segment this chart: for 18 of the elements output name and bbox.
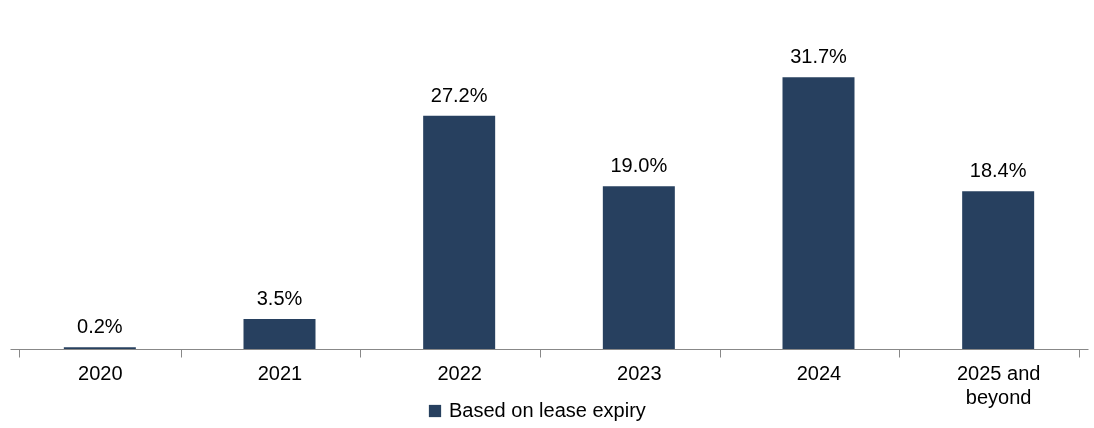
x-tick-label: 2020 xyxy=(78,361,123,384)
data-label: 27.2% xyxy=(430,83,488,106)
x-tick-label: 2022 xyxy=(437,361,482,384)
legend-label: Based on lease expiry xyxy=(449,399,646,421)
bar xyxy=(423,115,496,349)
data-label: 18.4% xyxy=(969,159,1027,182)
data-label: 0.2% xyxy=(77,315,123,338)
x-tick-label: 2021 xyxy=(257,361,303,384)
bar xyxy=(602,186,675,349)
bar xyxy=(243,319,316,349)
x-tick-label: 2023 xyxy=(617,361,662,384)
bar xyxy=(782,77,855,349)
data-label: 31.7% xyxy=(790,45,848,68)
bar xyxy=(962,191,1035,349)
x-tick-label: 2025 and beyond xyxy=(956,361,1041,408)
data-label: 3.5% xyxy=(256,287,303,309)
x-tick-label: 2024 xyxy=(796,361,842,384)
data-label: 19.0% xyxy=(610,154,668,177)
